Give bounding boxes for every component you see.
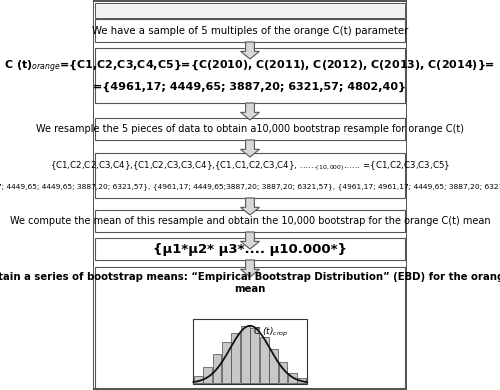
- Bar: [212, 355, 222, 383]
- Bar: [96, 3, 405, 18]
- Bar: [96, 210, 405, 232]
- Polygon shape: [240, 140, 260, 157]
- Bar: [260, 337, 268, 383]
- Polygon shape: [240, 260, 260, 277]
- Polygon shape: [240, 198, 260, 215]
- Bar: [96, 118, 405, 140]
- Bar: [203, 367, 212, 383]
- Text: {μ1*μ2* μ3*.... μ10.000*}: {μ1*μ2* μ3*.... μ10.000*}: [153, 243, 347, 255]
- Bar: [269, 349, 278, 383]
- Polygon shape: [240, 103, 260, 120]
- Bar: [298, 378, 306, 383]
- Bar: [194, 376, 202, 383]
- Bar: [96, 153, 405, 198]
- Text: We compute the mean of this resample and obtain the 10,000 bootstrap for the ora: We compute the mean of this resample and…: [10, 216, 490, 226]
- Text: C (t)$_{orange}$={C1,C2,C3,C4,C5}={C(2010), C(2011), C(2012), C(2013), C(2014)}=: C (t)$_{orange}$={C1,C2,C3,C4,C5}={C(201…: [4, 58, 496, 75]
- Bar: [222, 342, 231, 383]
- Bar: [241, 326, 250, 383]
- Text: We resample the 5 pieces of data to obtain a10,000 bootstrap resample for orange: We resample the 5 pieces of data to obta…: [36, 124, 464, 134]
- Bar: [96, 48, 405, 103]
- Bar: [288, 373, 297, 383]
- Polygon shape: [240, 232, 260, 249]
- Text: {C1,C2,C2,C3,C4},{C1,C2,C3,C3,C4},{C1,C1,C2,C3,C4}, ......$_{(10,000)}$...... ={: {C1,C2,C2,C3,C4},{C1,C2,C3,C3,C4},{C1,C1…: [50, 160, 450, 174]
- Text: {4961,17; 4449,65; 4449,65; 3887,20; 6321,57}, {4961,17; 4449,65;3887,20; 3887,2: {4961,17; 4449,65; 4449,65; 3887,20; 632…: [0, 183, 500, 190]
- Bar: [194, 319, 306, 384]
- Bar: [96, 19, 405, 42]
- Bar: [250, 328, 259, 383]
- Bar: [232, 333, 240, 383]
- Text: C (t)$_{crop}$: C (t)$_{crop}$: [252, 325, 288, 339]
- Text: We obtain a series of bootstrap means: “Empirical Bootstrap Distribution” (EBD) : We obtain a series of bootstrap means: “…: [0, 272, 500, 294]
- Text: We have a sample of 5 multiples of the orange C(t) parameter: We have a sample of 5 multiples of the o…: [92, 25, 408, 35]
- Text: ={4961,17; 4449,65; 3887,20; 6321,57; 4802,40}: ={4961,17; 4449,65; 3887,20; 6321,57; 48…: [94, 82, 406, 92]
- Bar: [278, 362, 287, 383]
- Polygon shape: [240, 42, 260, 59]
- Bar: [96, 267, 405, 388]
- Bar: [96, 238, 405, 260]
